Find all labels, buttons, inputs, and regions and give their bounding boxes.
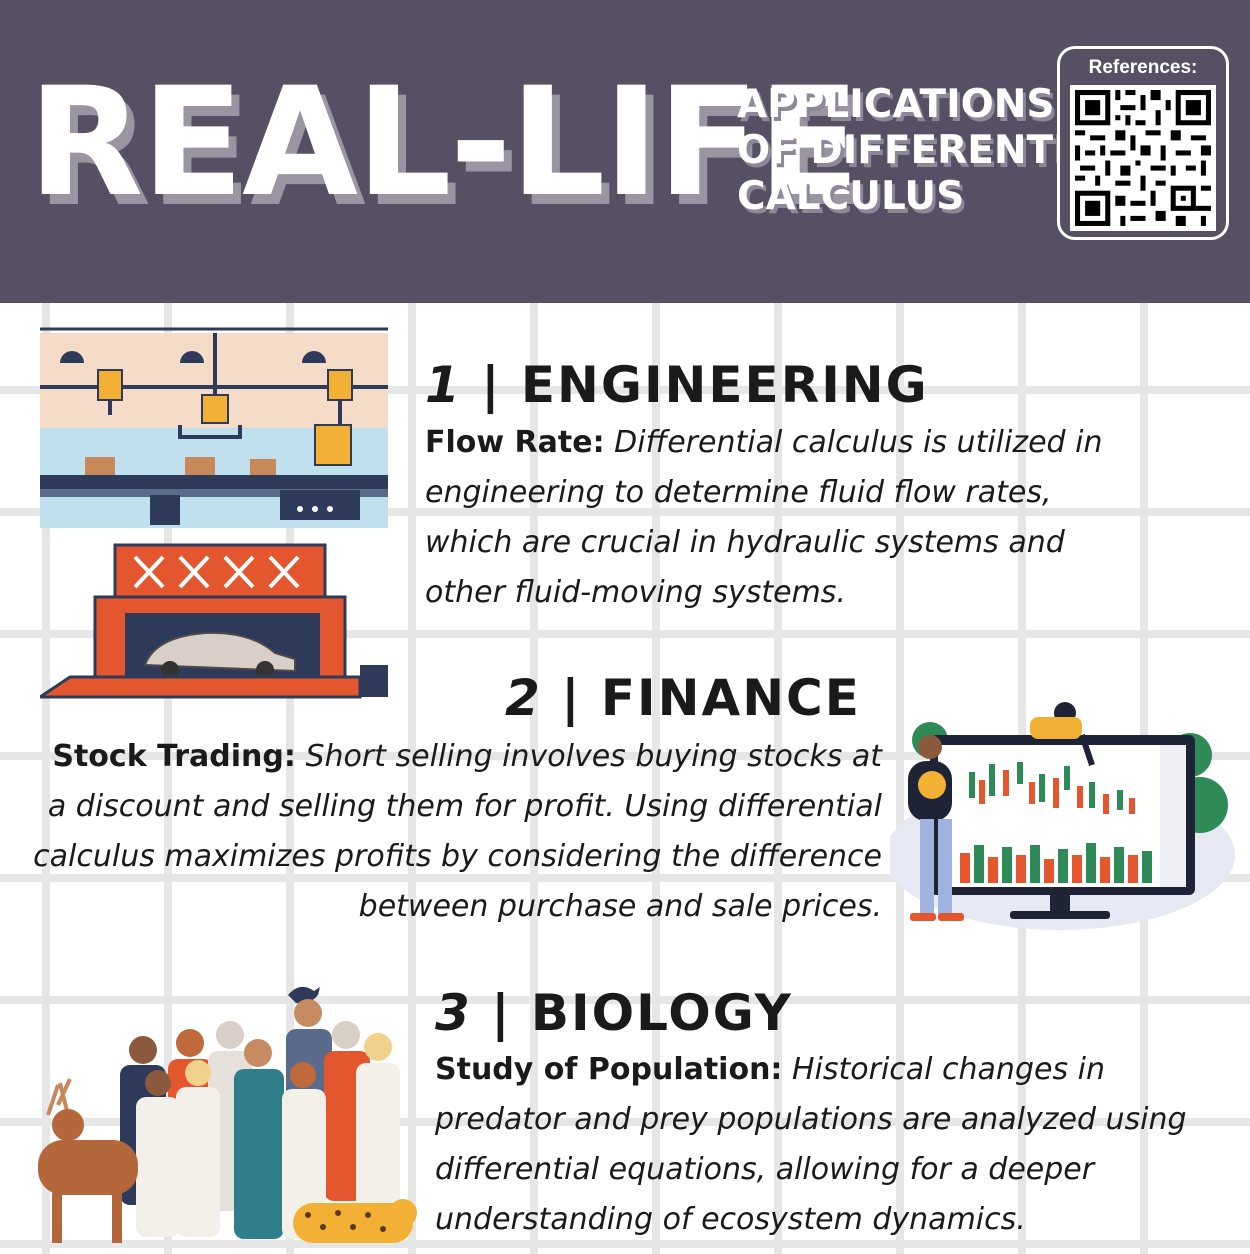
section-heading-finance: 2 | FINANCE (505, 670, 861, 726)
paragraph-body: Historical changes in predator and prey … (435, 1052, 1187, 1237)
paragraph-body: Short selling involves buying stocks at … (33, 739, 882, 924)
paragraph-lead: Flow Rate: (425, 425, 605, 460)
references-label: References: (1088, 57, 1198, 78)
paragraph-lead: Study of Population: (435, 1052, 783, 1087)
paragraph-body: Differential calculus is utilized in eng… (425, 425, 1103, 610)
population-illustration (8, 965, 418, 1250)
header-banner: REAL-LIFE APPLICATIONS OF DIFFERENTIAL C… (0, 0, 1250, 303)
factory-illustration (35, 325, 390, 710)
section-divider: | (561, 669, 582, 727)
main-title: REAL-LIFE (28, 56, 860, 230)
qr-code-icon[interactable] (1070, 85, 1216, 231)
section-heading-text: ENGINEERING (520, 356, 929, 414)
section-divider: | (491, 984, 512, 1042)
section-heading-biology: 3 | BIOLOGY (435, 985, 793, 1041)
section-number: 3 (435, 984, 472, 1042)
biology-paragraph: Study of Population: Historical changes … (435, 1045, 1230, 1245)
section-number: 2 (505, 669, 542, 727)
finance-paragraph: Stock Trading: Short selling involves bu… (30, 732, 882, 932)
section-heading-text: FINANCE (600, 669, 861, 727)
references-qr-box[interactable]: References: (1057, 46, 1229, 240)
subtitle-line: APPLICATIONS (737, 82, 1055, 127)
section-heading-text: BIOLOGY (530, 984, 793, 1042)
paragraph-lead: Stock Trading: (52, 739, 296, 774)
section-number: 1 (425, 356, 462, 414)
subtitle-line: OF DIFFERENTIAL (737, 128, 1123, 173)
qr-code-graphic (1070, 85, 1216, 231)
engineering-paragraph: Flow Rate: Differential calculus is util… (425, 418, 1135, 618)
stock-trading-illustration (885, 695, 1235, 935)
subtitle-line: CALCULUS (737, 174, 965, 219)
section-divider: | (481, 356, 502, 414)
section-heading-engineering: 1 | ENGINEERING (425, 357, 929, 413)
subtitle: APPLICATIONS OF DIFFERENTIAL CALCULUS (737, 82, 1123, 220)
